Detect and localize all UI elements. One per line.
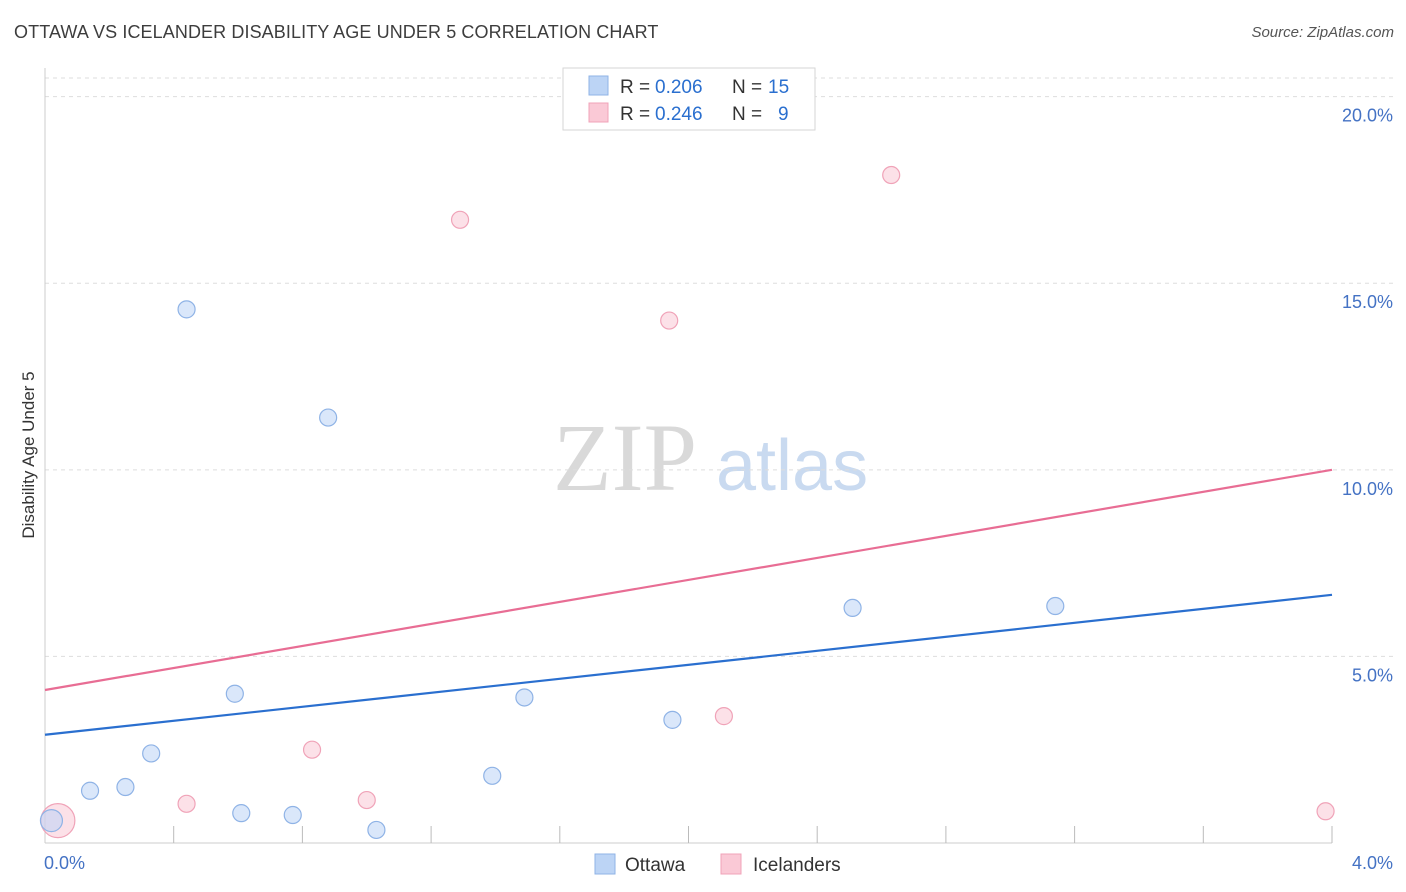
x-tick-label-max: 4.0% — [1352, 853, 1393, 873]
ottawa-r-label: R = — [620, 77, 650, 98]
y-tick-label: 10.0% — [1342, 479, 1393, 499]
ottawa-point — [39, 809, 64, 833]
ottawa-point — [367, 820, 386, 840]
ottawa-point — [80, 781, 100, 800]
y-tick-label: 15.0% — [1342, 292, 1393, 312]
y-axis-title: Disability Age Under 5 — [19, 371, 38, 538]
icelanders-point — [302, 740, 322, 759]
icelanders-point — [882, 165, 901, 185]
icelanders-point — [450, 210, 470, 229]
ottawa-point — [319, 408, 338, 427]
ottawa-point — [843, 598, 862, 618]
icelanders-point — [1316, 802, 1335, 821]
icelanders-r-label: R = — [620, 104, 650, 125]
series-legend: Ottawa Icelanders — [594, 853, 841, 876]
ottawa-point — [142, 744, 161, 763]
gridlines — [45, 77, 1393, 657]
watermark-zip: ZIP — [553, 404, 697, 511]
x-tick-label-min: 0.0% — [44, 853, 85, 873]
icelanders-r-value: 0.246 — [655, 104, 703, 125]
ottawa-trend-line — [44, 593, 1333, 736]
watermark-atlas: atlas — [716, 426, 868, 506]
ottawa-point — [515, 688, 534, 707]
icelanders-n-value: 9 — [778, 104, 789, 125]
ottawa-point — [232, 804, 251, 823]
ottawa-point — [1046, 596, 1065, 616]
x-axis-ticks — [173, 826, 1333, 843]
ottawa-r-value: 0.206 — [655, 77, 703, 98]
icelanders-point — [660, 311, 679, 330]
y-tick-label: 5.0% — [1352, 665, 1393, 685]
icelanders-point — [177, 794, 196, 813]
stats-legend: R = 0.206 N = 15 R = 0.246 N = 9 — [562, 67, 816, 131]
ottawa-point — [225, 684, 244, 703]
source-credit: Source: ZipAtlas.com — [1251, 24, 1394, 41]
ottawa-n-label: N = — [732, 77, 762, 98]
legend-ottawa-label: Ottawa — [625, 855, 686, 876]
chart-title: OTTAWA VS ICELANDER DISABILITY AGE UNDER… — [14, 22, 659, 42]
y-axis-tick-labels: 5.0% 10.0% 15.0% 20.0% — [1342, 106, 1393, 686]
data-points — [39, 165, 1335, 840]
ottawa-swatch — [588, 75, 609, 96]
watermark: ZIP atlas — [553, 404, 868, 511]
icelanders-point — [357, 790, 376, 810]
ottawa-point — [663, 710, 682, 729]
trend-lines — [44, 468, 1333, 736]
legend-ottawa-swatch — [594, 853, 616, 875]
ottawa-point — [177, 300, 196, 319]
icelanders-trend-line — [44, 468, 1333, 692]
ottawa-point — [283, 805, 302, 825]
y-tick-label: 20.0% — [1342, 106, 1393, 126]
icelanders-n-label: N = — [732, 104, 762, 125]
legend-icelanders-label: Icelanders — [753, 855, 841, 876]
ottawa-n-value: 15 — [768, 77, 789, 98]
legend-icelanders-swatch — [720, 853, 742, 875]
icelanders-swatch — [588, 102, 609, 123]
ottawa-point — [116, 777, 135, 797]
ottawa-point — [483, 766, 502, 785]
icelanders-point — [714, 707, 733, 726]
